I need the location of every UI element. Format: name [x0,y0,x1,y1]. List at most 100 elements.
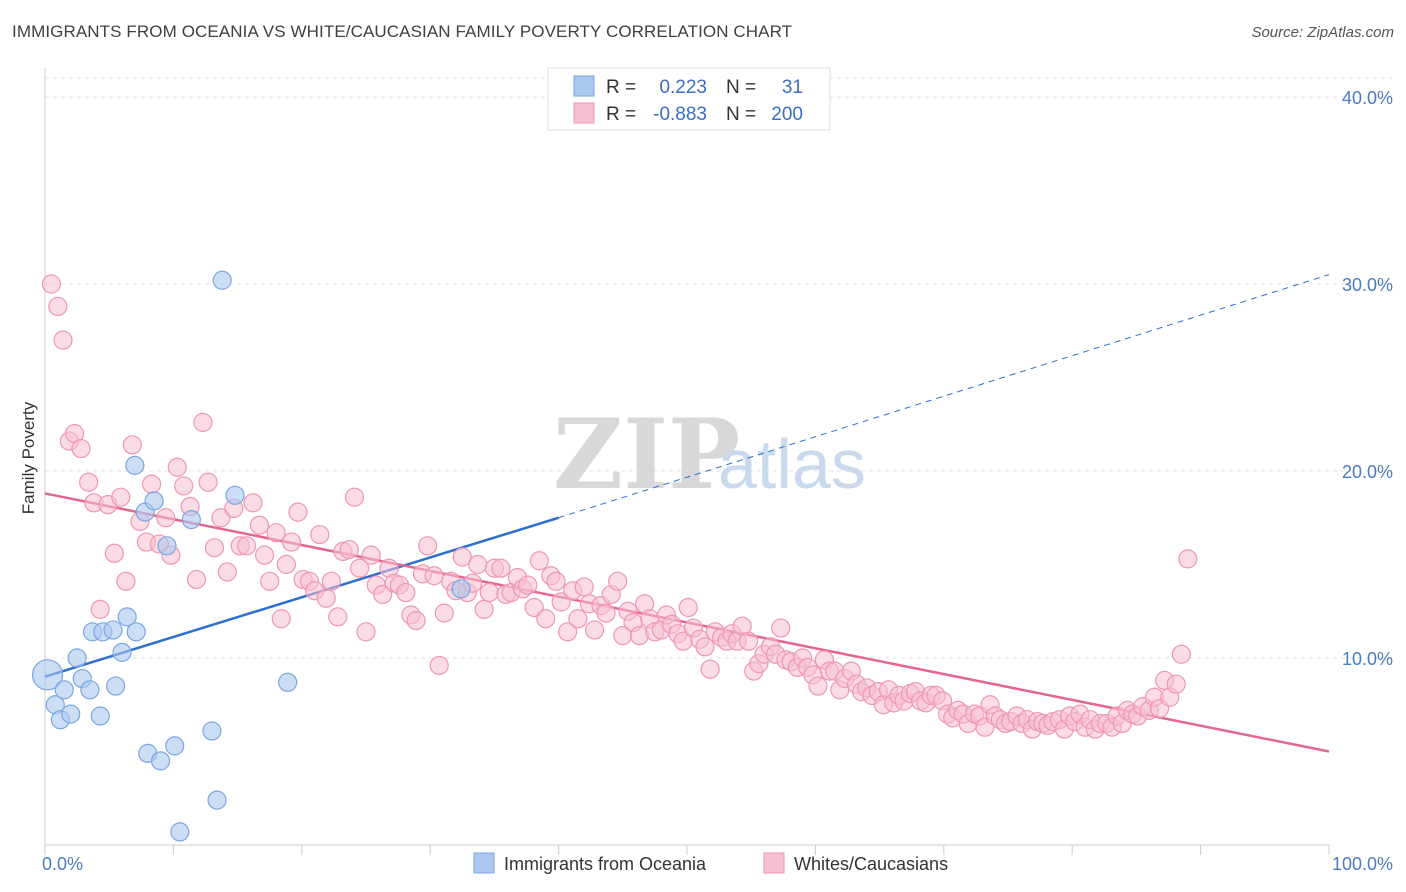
point-oceania-3 [54,680,74,700]
point-white-23 [186,569,207,590]
point-white-44 [310,524,330,545]
point-white-11 [111,487,131,507]
legend-r-value-1: 0.223 [659,77,707,98]
point-white-40 [288,502,308,522]
point-white-6 [79,472,99,492]
point-white-51 [349,558,370,578]
bottom-legend-swatch-blue [473,852,495,874]
point-white-16 [141,474,162,494]
point-oceania-7 [80,680,100,700]
point-oceania-0 [31,659,64,691]
point-oceania-30 [451,579,471,599]
point-white-39 [281,532,302,552]
point-white-91 [574,577,594,597]
point-white-82 [524,597,544,618]
point-white-32 [243,493,263,513]
x-tick-label-1: 100.0% [1332,854,1393,874]
point-white-90 [568,609,588,629]
point-oceania-25 [202,721,222,741]
point-white-59 [396,582,416,603]
point-oceania-29 [278,672,298,692]
point-white-31 [236,536,257,556]
point-white-46 [321,571,341,591]
point-white-63 [418,536,438,556]
point-white-86 [546,571,566,591]
point-white-110 [678,597,698,618]
point-white-83 [529,551,549,571]
point-white-127 [771,618,791,638]
point-oceania-11 [103,620,123,640]
point-white-49 [339,539,359,560]
legend-r-label-1: R = [606,77,636,98]
x-tick-labels: 0.0% 100.0% [42,854,1393,874]
y-axis-title: Family Poverty [19,401,38,514]
point-white-12 [116,571,136,591]
bottom-legend-swatch-pink [763,852,785,874]
point-white-8 [90,599,110,619]
bottom-legend-label-oceania: Immigrants from Oceania [504,854,707,874]
y-tick-label-0: 10.0% [1342,649,1393,669]
point-oceania-9 [90,706,110,726]
point-white-0 [41,274,62,294]
point-white-5 [71,438,91,459]
point-white-93 [584,620,605,640]
bottom-legend: Immigrants from Oceania Whites/Caucasian… [473,852,948,874]
data-points [31,270,1198,842]
point-white-47 [328,607,348,627]
point-oceania-5 [67,648,87,668]
point-white-134 [808,676,828,696]
x-tick-label-0: 0.0% [42,854,83,874]
point-white-114 [700,659,720,679]
point-oceania-15 [126,622,146,642]
legend-box [547,67,831,131]
chart-title: IMMIGRANTS FROM OCEANIA VS WHITE/CAUCASI… [12,22,793,41]
point-white-20 [167,457,187,477]
point-white-36 [266,523,286,543]
point-white-87 [551,592,571,612]
legend-n-label-1: N = [726,77,756,98]
point-white-53 [361,545,381,565]
point-white-81 [518,575,538,595]
bottom-legend-label-white: Whites/Caucasians [794,854,948,874]
point-white-201 [1166,674,1186,694]
point-white-24 [193,412,213,432]
point-oceania-24 [181,510,201,530]
point-oceania-13 [112,642,132,662]
point-white-72 [468,554,488,575]
point-white-21 [174,476,194,496]
point-oceania-23 [170,822,190,842]
point-white-121 [739,631,759,651]
point-white-10 [104,543,124,563]
point-white-38 [276,554,296,575]
chart-source: Source: ZipAtlas.com [1251,24,1394,41]
point-white-25 [198,472,218,492]
point-white-45 [316,588,336,608]
point-oceania-27 [212,270,232,290]
legend-n-label-2: N = [726,104,756,125]
point-white-1 [48,296,68,317]
point-white-88 [557,622,578,642]
point-white-64 [424,566,444,586]
point-white-113 [695,637,715,657]
point-white-37 [271,609,291,629]
y-tick-label-2: 30.0% [1342,275,1393,295]
point-white-50 [344,487,365,507]
legend-r-value-2: -0.883 [653,104,707,125]
legend-swatch-pink [573,102,595,124]
point-white-202 [1171,644,1191,664]
point-oceania-20 [150,751,171,771]
point-oceania-22 [165,736,185,756]
y-tick-labels: 10.0% 20.0% 30.0% 40.0% [1342,88,1393,669]
point-oceania-19 [144,491,164,511]
point-white-33 [249,515,270,535]
point-oceania-21 [157,536,177,556]
point-white-65 [429,655,449,676]
point-white-34 [254,545,275,565]
watermark-atlas: atlas [718,425,866,503]
point-oceania-12 [106,676,126,696]
watermark-zip: ZIP [553,398,740,511]
point-white-55 [373,584,393,605]
point-white-66 [434,603,454,623]
axes [44,68,1330,855]
